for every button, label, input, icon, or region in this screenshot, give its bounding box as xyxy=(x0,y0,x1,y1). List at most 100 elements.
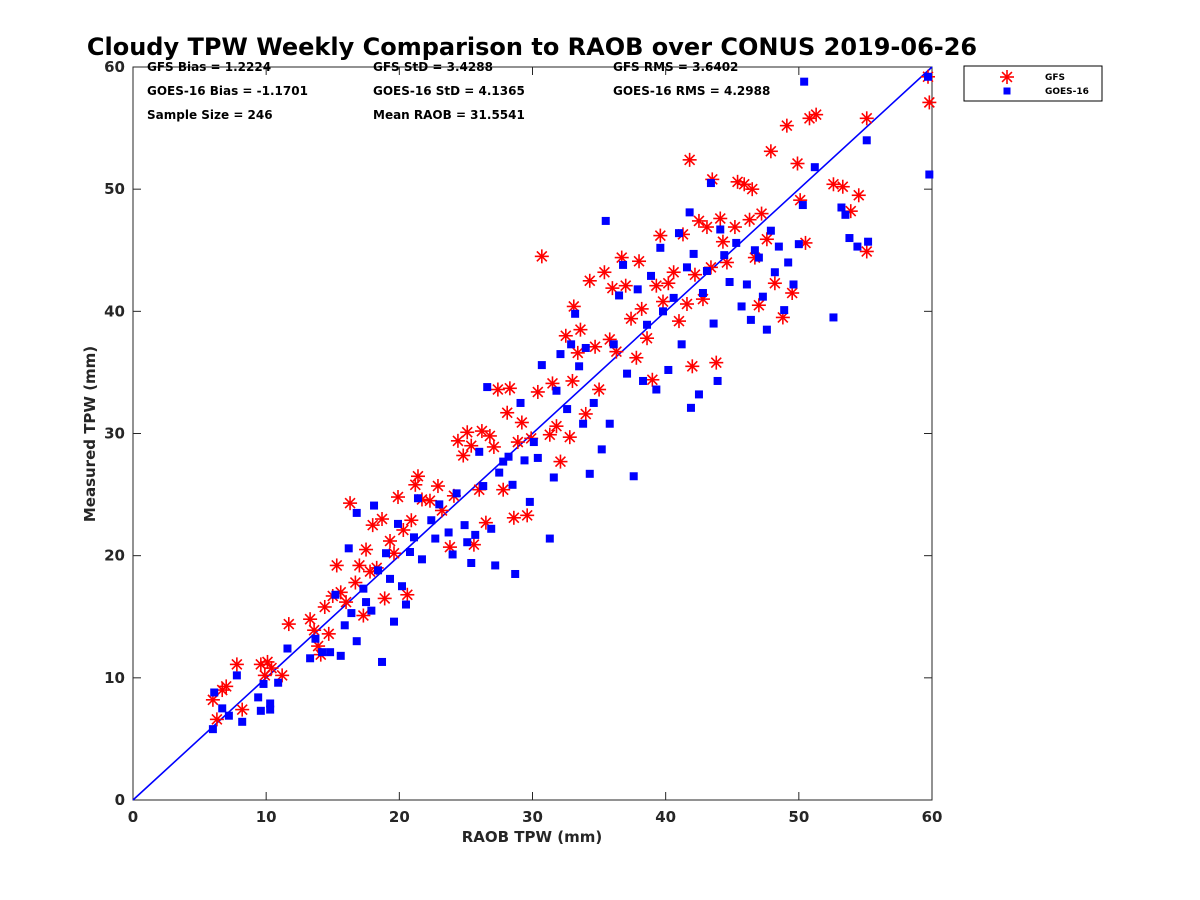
goes16-point xyxy=(837,203,846,212)
stat-text: GFS Bias = 1.2224 xyxy=(147,60,271,74)
goes16-point xyxy=(552,386,561,395)
goes16-point xyxy=(656,243,665,252)
gfs-point xyxy=(264,661,279,676)
gfs-point xyxy=(400,587,415,602)
goes16-point xyxy=(362,598,371,607)
gfs-point xyxy=(562,430,577,445)
goes16-point xyxy=(694,390,703,399)
goes16-point xyxy=(732,238,741,247)
goes16-point xyxy=(340,621,349,630)
goes16-point xyxy=(669,293,678,302)
goes16-point xyxy=(556,350,565,359)
stat-text: GFS StD = 3.4288 xyxy=(373,60,493,74)
goes16-point xyxy=(619,260,628,269)
goes16-point xyxy=(218,704,227,713)
gfs-point xyxy=(356,608,371,623)
gfs-point xyxy=(851,188,866,203)
goes16-point xyxy=(841,210,850,219)
gfs-point xyxy=(859,244,874,259)
goes16-point xyxy=(504,452,513,461)
goes16-point xyxy=(810,163,819,172)
gfs-point xyxy=(775,310,790,325)
gfs-point xyxy=(365,518,380,533)
gfs-point xyxy=(666,265,681,280)
gfs-point xyxy=(329,558,344,573)
gfs-point xyxy=(450,433,465,448)
gfs-point xyxy=(713,211,728,226)
gfs-point xyxy=(737,177,752,192)
gfs-point xyxy=(661,276,676,291)
goes16-point xyxy=(716,225,725,234)
series-goes-16 xyxy=(208,72,934,734)
stats-annotations: GFS Bias = 1.2224 GFS StD = 3.4288 GFS RMS… xyxy=(147,60,770,122)
goes16-point xyxy=(259,679,268,688)
gfs-point xyxy=(410,469,425,484)
legend-goes16-marker xyxy=(1003,87,1011,95)
goes16-point xyxy=(525,497,534,506)
goes16-point xyxy=(647,271,656,280)
gfs-point xyxy=(510,435,525,450)
goes16-point xyxy=(597,445,606,454)
goes16-point xyxy=(746,315,755,324)
goes16-point xyxy=(567,340,576,349)
gfs-point xyxy=(754,206,769,221)
gfs-point xyxy=(809,107,824,122)
goes16-point xyxy=(664,365,673,374)
x-tick-label: 50 xyxy=(788,808,809,826)
goes16-point xyxy=(359,584,368,593)
stat-text: Sample Size = 246 xyxy=(147,108,273,122)
goes16-point xyxy=(742,280,751,289)
gfs-point xyxy=(763,144,778,159)
gfs-point xyxy=(790,156,805,171)
goes16-point xyxy=(378,657,387,666)
goes16-point xyxy=(563,405,572,414)
gfs-point xyxy=(699,220,714,235)
goes16-point xyxy=(409,533,418,542)
goes16-point xyxy=(224,711,233,720)
stat-text: GOES-16 RMS = 4.2988 xyxy=(613,84,770,98)
goes16-point xyxy=(311,634,320,643)
goes16-point xyxy=(780,306,789,315)
gfs-point xyxy=(835,179,850,194)
gfs-point xyxy=(530,384,545,399)
gfs-point xyxy=(685,359,700,374)
gfs-point xyxy=(520,508,535,523)
gfs-point xyxy=(859,111,874,126)
goes16-point xyxy=(394,519,403,528)
gfs-point xyxy=(582,273,597,288)
goes16-point xyxy=(471,530,480,539)
goes16-point xyxy=(585,469,594,478)
goes16-point xyxy=(575,362,584,371)
goes16-point xyxy=(545,534,554,543)
goes16-point xyxy=(789,280,798,289)
gfs-point xyxy=(745,182,760,197)
gfs-point xyxy=(588,339,603,354)
gfs-point xyxy=(348,575,363,590)
stat-text: GOES-16 Bias = -1.1701 xyxy=(147,84,308,98)
y-tick-label: 10 xyxy=(104,669,125,687)
goes16-point xyxy=(401,600,410,609)
goes16-point xyxy=(689,249,698,258)
goes16-point xyxy=(452,489,461,498)
gfs-point xyxy=(534,249,549,264)
gfs-point xyxy=(826,177,841,192)
gfs-point xyxy=(709,355,724,370)
gfs-point xyxy=(629,350,644,365)
goes16-point xyxy=(794,240,803,249)
goes16-point xyxy=(266,699,275,708)
one-to-one-line xyxy=(132,66,933,801)
goes16-point xyxy=(397,582,406,591)
gfs-point xyxy=(558,328,573,343)
goes16-point xyxy=(516,398,525,407)
goes16-point xyxy=(853,242,862,251)
gfs-point xyxy=(377,591,392,606)
gfs-point xyxy=(679,297,694,312)
gfs-point xyxy=(682,152,697,167)
gfs-point xyxy=(339,595,354,610)
gfs-point xyxy=(343,496,358,511)
y-tick-label: 40 xyxy=(104,302,125,320)
gfs-point xyxy=(422,493,437,508)
goes16-point xyxy=(367,606,376,615)
goes16-point xyxy=(511,569,520,578)
gfs-point xyxy=(715,234,730,249)
